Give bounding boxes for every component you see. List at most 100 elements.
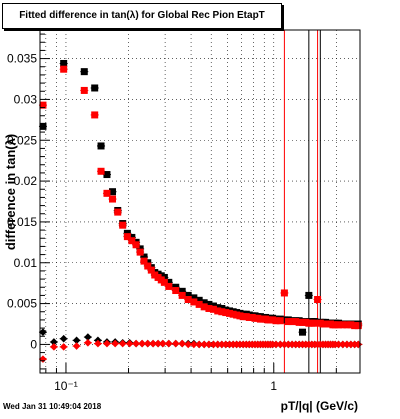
data-point [195, 340, 203, 349]
data-point [276, 340, 285, 349]
data-point [140, 253, 148, 261]
data-point [195, 296, 203, 304]
data-point [50, 343, 58, 351]
data-point [154, 339, 162, 348]
data-point [184, 291, 192, 299]
data-point [339, 340, 347, 349]
data-point [351, 322, 359, 330]
data-point [288, 318, 296, 326]
data-point [39, 328, 47, 336]
data-point [280, 340, 289, 349]
data-point [184, 340, 193, 349]
data-point [314, 296, 322, 303]
data-point [94, 339, 102, 348]
data-point [103, 339, 111, 348]
data-point [335, 321, 343, 329]
data-point [276, 317, 284, 325]
timestamp: Wed Jan 31 10:49:04 2018 [3, 402, 102, 411]
y-tick-label: 0.035 [7, 52, 37, 66]
data-point [178, 287, 186, 295]
data-point [178, 339, 186, 348]
data-point [200, 303, 208, 311]
data-point [190, 294, 198, 302]
data-point [111, 339, 119, 348]
data-point [205, 300, 213, 308]
data-point [195, 300, 203, 308]
data-point [114, 208, 122, 216]
data-point [59, 334, 68, 343]
data-point [128, 237, 136, 245]
data-point [213, 340, 222, 349]
data-point [200, 340, 208, 349]
y-tick-label: 0.025 [7, 133, 37, 147]
data-point [172, 287, 180, 295]
data-point [354, 322, 362, 330]
data-point [72, 342, 81, 350]
data-point [280, 289, 288, 297]
y-tick-label: 0 [30, 337, 37, 351]
data-point [339, 321, 347, 329]
data-point [80, 68, 88, 76]
chart-title: Fitted difference in tan(λ) for Global R… [19, 10, 265, 21]
data-point [119, 221, 127, 229]
x-tick-label: 10⁻¹ [54, 379, 78, 393]
data-point [190, 298, 198, 306]
data-point [160, 278, 168, 286]
data-point [159, 339, 167, 348]
data-point [205, 304, 213, 312]
title-box: Fitted difference in tan(λ) for Global R… [2, 3, 282, 29]
data-point [50, 338, 58, 346]
data-point [125, 339, 134, 348]
y-tick-label: 0.015 [7, 215, 37, 229]
data-point [200, 299, 208, 307]
data-point [72, 336, 81, 345]
data-point [280, 316, 288, 324]
data-point [284, 318, 292, 326]
data-point [132, 241, 140, 249]
data-point [347, 321, 355, 329]
data-point [123, 233, 131, 241]
data-point [118, 339, 127, 348]
data-point [209, 305, 217, 313]
data-point [305, 291, 313, 299]
data-point [143, 339, 152, 348]
data-point [165, 282, 173, 290]
data-point [226, 309, 234, 317]
y-tick-label: 0.02 [14, 174, 38, 188]
data-point [97, 167, 105, 175]
data-point [171, 339, 180, 348]
data-point [39, 122, 47, 130]
data-point [80, 86, 88, 94]
axis-layer: 10⁻¹ 1 0 0.005 0.01 0.015 0.02 0.025 0.03 0.035 [7, 29, 361, 393]
data-point [343, 321, 351, 329]
data-point [190, 340, 198, 349]
x-axis-label: pT/|q| (GeV/c) [281, 399, 358, 413]
data-point [144, 262, 152, 270]
data-point [218, 308, 226, 316]
data-point [164, 339, 173, 348]
data-point [132, 339, 140, 348]
data-point [214, 307, 222, 315]
data-point [140, 257, 148, 265]
data-point [178, 291, 186, 299]
data-point [147, 266, 155, 274]
data-point [60, 65, 68, 73]
data-point [103, 171, 111, 179]
data-point [209, 340, 218, 349]
data-point [109, 188, 117, 196]
data-point [84, 333, 92, 341]
data-point [109, 195, 117, 203]
x-tick-label: 1 [270, 379, 277, 393]
plot-frame [39, 29, 361, 374]
y-axis-label: difference in tan(λ) [3, 134, 18, 250]
data-point [84, 338, 92, 347]
data-point [272, 340, 280, 349]
data-point [39, 101, 47, 109]
y-tick-label: 0.03 [14, 92, 38, 106]
data-point [59, 343, 68, 351]
data-point [218, 340, 226, 349]
data-point [39, 355, 47, 363]
data-point [91, 84, 99, 92]
